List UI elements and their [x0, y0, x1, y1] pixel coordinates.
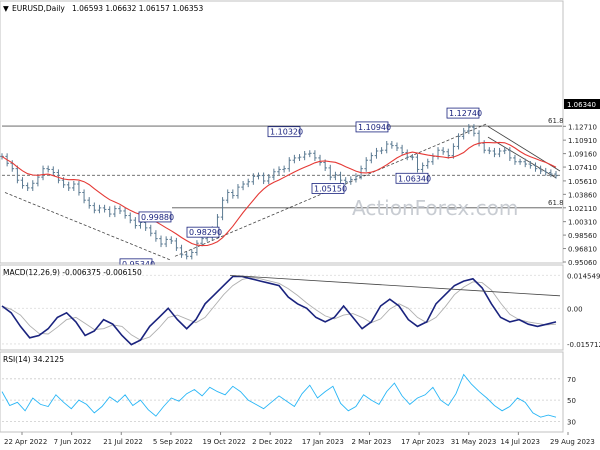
x-tick-label: 31 May 2023: [451, 438, 497, 446]
x-tick-label: 17 Jan 2023: [302, 438, 344, 446]
level-label-text: 0.99880: [141, 213, 174, 222]
x-tick-label: 2 Mar 2023: [351, 438, 391, 446]
price-y-tick-label: 1.00310: [568, 219, 597, 227]
rsi-line: [1, 373, 557, 418]
x-tick-label: 14 Jul 2023: [500, 438, 540, 446]
macd-y-axis: 0.014549 0.00 -0.015712: [2, 272, 600, 349]
x-tick-label: 21 Jul 2022: [103, 438, 143, 446]
macd-y-tick-label: -0.015712: [567, 341, 600, 349]
price-y-tick-label: 1.02110: [568, 205, 597, 213]
price-y-tick-label: 1.09160: [568, 151, 597, 159]
key-level-labels: 1.12740 1.10940 1.10320 1.06340 1.05150 0.953…: [119, 107, 482, 270]
price-panel: ▼ EURUSD,Daily 1.06593 1.06632 1.06157 1…: [0, 0, 600, 270]
rsi-panel-frame: [0, 351, 564, 433]
x-tick-label: 22 Apr 2022: [4, 438, 47, 446]
current-price-tag: 1.06340: [564, 99, 600, 109]
rsi-panel: RSI(14) 34.2125 70 50 30: [0, 351, 576, 433]
level-label-text: 0.98290: [189, 228, 222, 237]
price-y-tick-label: 0.96810: [568, 246, 597, 254]
moving-average-line: [1, 141, 557, 247]
rsi-y-tick-label: 30: [567, 418, 576, 426]
moving-average: [1, 141, 557, 247]
x-tick-label: 19 Oct 2022: [203, 438, 246, 446]
level-label-text: 1.12740: [449, 109, 482, 118]
macd-y-tick-label: 0.00: [567, 305, 583, 313]
price-y-axis: 1.12710 1.10910 1.09160 1.07410 1.05610 1.038…: [563, 123, 597, 267]
level-label-box: [355, 121, 389, 133]
x-tick-label: 17 Apr 2023: [401, 438, 444, 446]
macd-y-tick-label: 0.014549: [567, 272, 600, 280]
fib-level-label: 61.8: [548, 199, 564, 207]
price-y-tick-label: 1.10910: [568, 137, 597, 145]
rsi-y-axis: 70 50 30: [2, 376, 576, 426]
price-y-tick-label: 0.95060: [568, 259, 597, 267]
level-label-text: 0.95340: [122, 260, 155, 269]
macd-series: [1, 275, 561, 346]
watermark: ActionForex.com: [352, 196, 518, 220]
x-tick-label: 5 Sep 2022: [153, 438, 193, 446]
current-price-box: [564, 99, 600, 109]
rsi-y-tick-label: 70: [567, 376, 576, 384]
price-y-tick-label: 1.07410: [568, 164, 597, 172]
ohlc-readout: 1.06593 1.06632 1.06157 1.06353: [72, 4, 203, 13]
level-label-box: [138, 211, 172, 223]
level-label-box: [267, 126, 301, 138]
price-y-tick-label: 1.05610: [568, 178, 597, 186]
rsi-y-tick-label: 50: [567, 397, 576, 405]
x-tick-label: 2 Dec 2022: [252, 438, 292, 446]
macd-panel-title: MACD(12,26,9) -0.006375 -0.006150: [3, 268, 142, 277]
macd-panel: MACD(12,26,9) -0.006375 -0.006150 0.0145…: [0, 264, 600, 351]
level-label-box: [395, 172, 429, 184]
level-label-text: 1.06340: [398, 174, 431, 183]
x-tick-label: 7 Jun 2022: [54, 438, 92, 446]
rsi-series: [1, 373, 557, 418]
level-label-box: [186, 226, 220, 238]
level-label-text: 1.10320: [270, 128, 303, 137]
level-label-box: [311, 183, 345, 194]
fib-level-label: 61.8: [548, 117, 564, 125]
level-label-text: 1.05150: [314, 184, 347, 193]
level-label-text: 1.10940: [358, 123, 391, 132]
current-price-label: 1.06340: [567, 101, 596, 109]
price-y-tick-label: 1.12710: [568, 123, 597, 131]
price-y-tick-label: 0.98560: [568, 232, 597, 240]
macd-signal-line: [1, 276, 557, 341]
price-panel-title-icon: ▼: [3, 4, 9, 13]
x-tick-label: 29 Aug 2023: [550, 438, 595, 446]
macd-panel-frame: [0, 264, 564, 351]
macd-line: [1, 275, 557, 346]
macd-divergence-line: [229, 275, 561, 297]
price-panel-title: EURUSD,Daily: [12, 4, 65, 13]
price-y-tick-label: 1.03860: [568, 191, 597, 199]
level-label-box: [446, 107, 480, 119]
rsi-panel-title: RSI(14) 34.2125: [3, 355, 64, 364]
time-x-axis: 22 Apr 2022 7 Jun 2022 21 Jul 2022 5 Sep 20…: [4, 432, 595, 446]
